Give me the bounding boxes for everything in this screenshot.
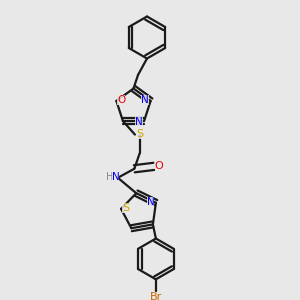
Text: N: N xyxy=(112,172,119,182)
Text: H: H xyxy=(106,172,113,182)
Text: Br: Br xyxy=(150,292,162,300)
Text: O: O xyxy=(117,95,125,105)
Text: S: S xyxy=(136,129,143,139)
Text: N: N xyxy=(141,95,149,105)
Text: N: N xyxy=(147,197,154,207)
Text: S: S xyxy=(122,203,129,213)
Text: N: N xyxy=(135,117,142,127)
Text: O: O xyxy=(155,161,164,171)
